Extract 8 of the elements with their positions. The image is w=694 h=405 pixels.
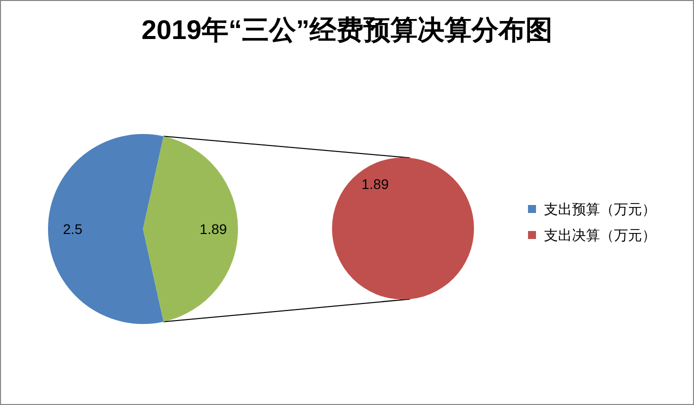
pie-slice bbox=[48, 134, 164, 324]
chart-title: 2019年“三公”经费预算决算分布图 bbox=[141, 15, 553, 45]
pie-slice bbox=[143, 136, 238, 322]
legend-label: 支出预算（万元） bbox=[544, 201, 656, 217]
legend-label: 支出决算（万元） bbox=[544, 227, 656, 243]
data-label: 1.89 bbox=[200, 221, 228, 237]
data-label: 1.89 bbox=[362, 176, 389, 192]
data-label: 2.5 bbox=[62, 221, 83, 237]
